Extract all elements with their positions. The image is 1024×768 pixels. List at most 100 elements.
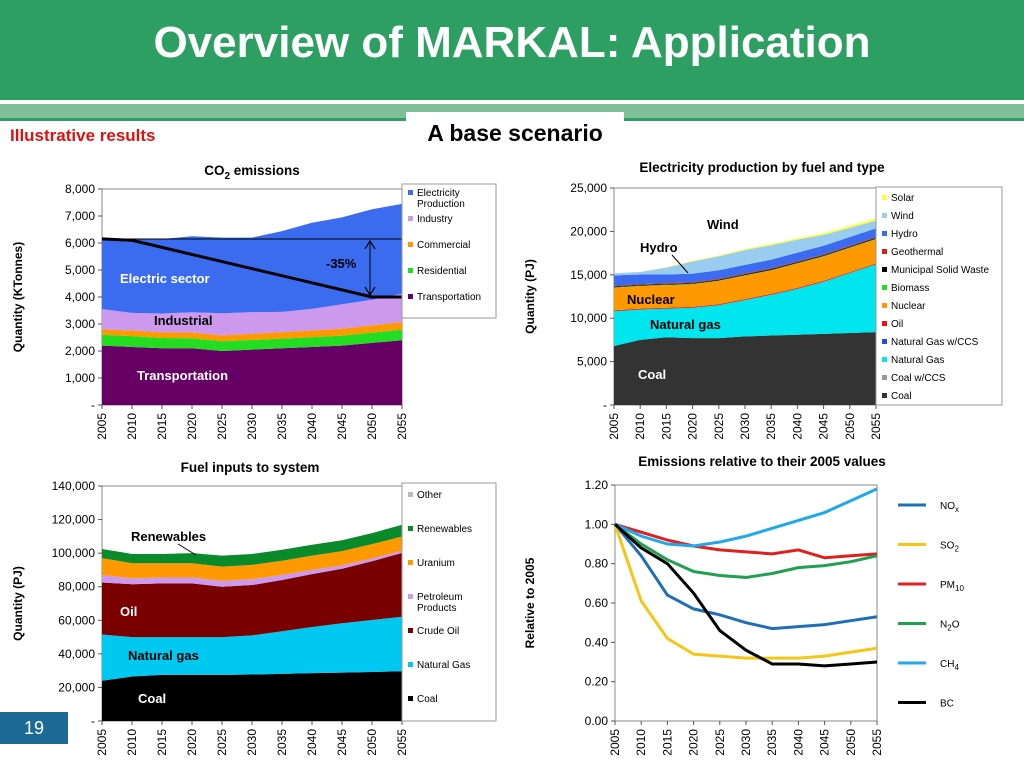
fuel-y-tick-label: 140,000 bbox=[52, 479, 96, 493]
emis-x-tick-label: 2030 bbox=[739, 729, 753, 756]
elec-legend-solar: Solar bbox=[891, 193, 915, 204]
co2-x-tick-label: 2030 bbox=[245, 413, 259, 440]
emis-line-n2o bbox=[614, 523, 878, 579]
emis-legend-nox: NOx bbox=[940, 501, 959, 514]
co2-x-tick-label: 2035 bbox=[275, 413, 289, 440]
co2-label-reduction: -35% bbox=[326, 256, 357, 271]
co2-legend-swatch bbox=[408, 190, 413, 195]
co2-area-residential bbox=[102, 329, 402, 351]
co2-y-tick-label: 4,000 bbox=[65, 290, 95, 304]
elec-y-tick-label: 10,000 bbox=[570, 311, 607, 325]
elec-x-tick-label: 2045 bbox=[817, 413, 831, 440]
elec-legend-geothermal: Geothermal bbox=[891, 247, 943, 258]
co2-y-tick-label: 6,000 bbox=[65, 236, 95, 250]
elec-legend-coal: Coal bbox=[891, 391, 912, 402]
emis-x-tick-label: 2040 bbox=[791, 729, 805, 756]
elec-x-tick-label: 2050 bbox=[843, 413, 857, 440]
elec-legend-nuclear: Nuclear bbox=[891, 301, 926, 312]
co2-label-transportation: Transportation bbox=[137, 368, 228, 383]
emis-x-tick-label: 2050 bbox=[844, 729, 858, 756]
elec-x-tick-label: 2040 bbox=[790, 413, 804, 440]
emis-plot-area bbox=[614, 484, 878, 722]
co2-area-industry bbox=[102, 293, 402, 336]
fuel-x-tick-label: 2005 bbox=[95, 729, 109, 756]
fuel-x-tick-label: 2010 bbox=[125, 729, 139, 756]
elec-legend-box bbox=[875, 186, 1003, 406]
elec-legend-swatch bbox=[882, 321, 887, 326]
elec-x-tick-label: 2055 bbox=[869, 413, 883, 440]
header-stripe bbox=[0, 104, 1024, 118]
fuel-x-tick-label: 2015 bbox=[155, 729, 169, 756]
co2-legend-industry: Industry bbox=[417, 214, 453, 225]
electricity-production-chart: - 5,000 10,000 15,000 20,000 25,000 2005 2010 20… bbox=[523, 160, 1003, 440]
fuel-chart-title: Fuel inputs to system bbox=[181, 460, 320, 475]
emis-line-so2 bbox=[613, 523, 878, 660]
co2-target-line bbox=[101, 237, 402, 299]
fuel-x-tick-label: 2045 bbox=[335, 729, 349, 756]
fuel-legend-other: Other bbox=[417, 490, 443, 501]
elec-area-wind bbox=[614, 220, 876, 276]
fuel-y-tick-label: 80,000 bbox=[58, 580, 95, 594]
co2-emissions-chart: - 1,000 2,000 3,000 4,000 5,000 6,000 7,000 8,00… bbox=[11, 163, 497, 440]
fuel-y-tick-label: 20,000 bbox=[58, 680, 95, 694]
fuel-x-tick-label: 2055 bbox=[395, 729, 409, 756]
elec-area-nuclear bbox=[614, 239, 876, 311]
co2-y-tick-label: 2,000 bbox=[65, 344, 95, 358]
fuel-label-coal: Coal bbox=[138, 691, 166, 706]
elec-legend-swatch bbox=[882, 213, 887, 218]
elec-legend-municipal-solid-waste: Municipal Solid Waste bbox=[891, 265, 989, 276]
header-divider bbox=[0, 100, 1024, 104]
elec-label-natural-gas: Natural gas bbox=[650, 317, 721, 332]
fuel-legend-renewables: Renewables bbox=[417, 524, 472, 535]
elec-legend-swatch bbox=[882, 267, 887, 272]
fuel-legend-swatch bbox=[408, 628, 413, 633]
fuel-legend-box bbox=[401, 482, 497, 722]
emis-x-tick-label: 2055 bbox=[870, 729, 884, 756]
fuel-legend-crude-oil: Crude Oil bbox=[417, 626, 459, 637]
elec-x-tick-label: 2015 bbox=[659, 413, 673, 440]
emis-x-tick-label: 2035 bbox=[765, 729, 779, 756]
elec-area-coal bbox=[614, 332, 876, 405]
elec-x-tick-label: 2035 bbox=[764, 413, 778, 440]
page-number-badge: 19 bbox=[0, 712, 68, 744]
elec-label-wind: Wind bbox=[707, 217, 739, 232]
emis-legend-ch4: CH4 bbox=[940, 659, 959, 672]
fuel-area-natural-gas bbox=[102, 616, 402, 681]
co2-y-axis-label: Quantity (KTonnes) bbox=[11, 242, 25, 352]
co2-label-electric-sector: Electric sector bbox=[120, 271, 210, 286]
fuel-legend-swatch bbox=[408, 560, 413, 565]
elec-legend-wind: Wind bbox=[891, 211, 914, 222]
fuel-renewables-pointer bbox=[177, 543, 197, 556]
subtitle: Illustrative results bbox=[10, 126, 156, 145]
fuel-y-tick-label: - bbox=[91, 714, 95, 728]
fuel-x-tick-label: 2035 bbox=[275, 729, 289, 756]
elec-legend-swatch bbox=[882, 393, 887, 398]
co2-x-tick-label: 2055 bbox=[395, 413, 409, 440]
co2-legend-swatch bbox=[408, 242, 413, 247]
scenario-label: A base scenario bbox=[427, 120, 603, 146]
co2-legend-box bbox=[401, 183, 497, 319]
elec-x-tick-label: 2010 bbox=[633, 413, 647, 440]
fuel-y-tick-label: 40,000 bbox=[58, 647, 95, 661]
emis-line-nox bbox=[613, 523, 878, 631]
co2-label-industrial: Industrial bbox=[154, 313, 213, 328]
elec-legend-oil: Oil bbox=[891, 319, 903, 330]
co2-y-tick-label: - bbox=[91, 398, 95, 412]
fuel-x-tick-label: 2020 bbox=[185, 729, 199, 756]
elec-label-nuclear: Nuclear bbox=[627, 292, 675, 307]
elec-legend-swatch bbox=[882, 303, 887, 308]
scenario-box bbox=[406, 112, 624, 152]
fuel-legend-swatch bbox=[408, 492, 413, 497]
co2-x-tick-label: 2025 bbox=[215, 413, 229, 440]
elec-area-hydro bbox=[614, 228, 876, 286]
elec-label-coal: Coal bbox=[638, 367, 666, 382]
elec-x-tick-label: 2025 bbox=[712, 413, 726, 440]
emis-x-tick-label: 2045 bbox=[818, 729, 832, 756]
emis-line-ch4 bbox=[614, 487, 878, 548]
elec-legend-swatch bbox=[882, 285, 887, 290]
emis-y-axis-label: Relative to 2005 bbox=[523, 557, 537, 648]
co2-y-tick-label: 1,000 bbox=[65, 371, 95, 385]
co2-legend-transportation: Transportation bbox=[417, 292, 481, 303]
fuel-y-tick-label: 120,000 bbox=[52, 513, 96, 527]
co2-x-tick-label: 2005 bbox=[95, 413, 109, 440]
